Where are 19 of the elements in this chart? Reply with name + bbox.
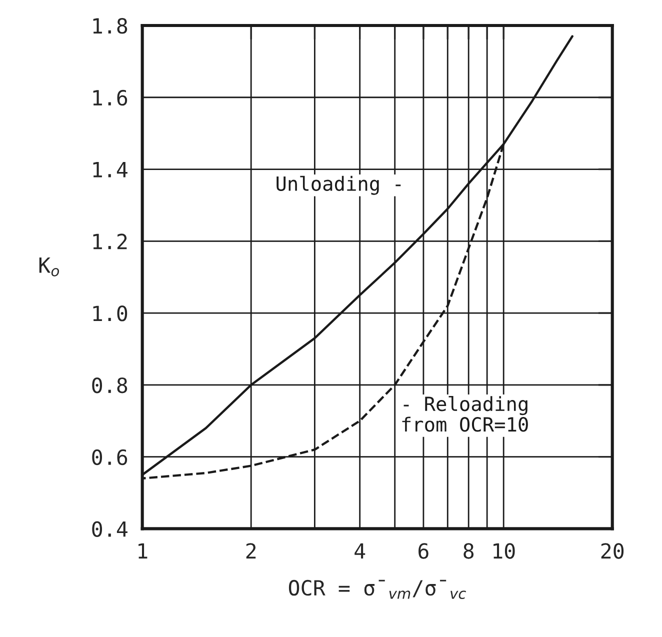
x-tick-label: 1 xyxy=(138,543,148,559)
x-axis-title: OCR = σ̄$_{vm}$/σ̄$_{vc}$ xyxy=(288,580,466,600)
y-tick-label: 1.0 xyxy=(93,306,128,322)
x-tick-label: 10 xyxy=(494,543,515,559)
text: Unloading - xyxy=(276,176,401,195)
x-tick-label: 2 xyxy=(246,543,256,559)
x-tick-label: 4 xyxy=(354,543,366,559)
y-tick-label: 1.6 xyxy=(93,90,128,106)
y-axis-title: K$_{o}$ xyxy=(39,258,59,276)
y-tick-label: 1.4 xyxy=(93,162,128,178)
y-tick-label: 0.8 xyxy=(92,377,128,394)
x-tick-label: 20 xyxy=(601,543,624,559)
y-tick-label: 0.6 xyxy=(92,449,128,466)
series-label: - Reloading from OCR=10 xyxy=(402,396,528,432)
x-tick-label: 6 xyxy=(418,543,428,559)
y-tick-label: 1.2 xyxy=(93,234,127,250)
x-tick-label: 8 xyxy=(464,543,474,559)
y-tick-label: 1.8 xyxy=(93,18,128,34)
y-tick-label: 0.4 xyxy=(92,521,128,537)
